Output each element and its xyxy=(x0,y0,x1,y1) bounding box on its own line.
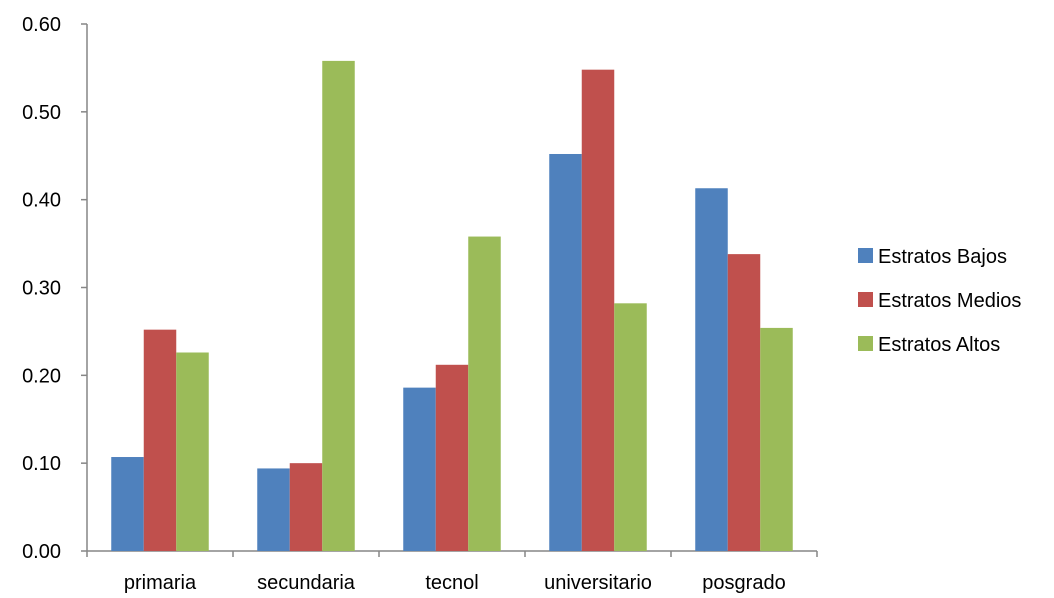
bar-estratos-altos-secundaria xyxy=(322,60,355,551)
legend-swatch xyxy=(858,336,873,351)
y-tick-label: 0.50 xyxy=(22,102,61,124)
legend-swatch xyxy=(858,292,873,307)
bar-estratos-bajos-universitario xyxy=(549,153,582,551)
bars-group xyxy=(111,60,793,551)
bar-estratos-bajos-primaria xyxy=(111,457,144,551)
legend: Estratos Bajos Estratos Medios Estratos Al… xyxy=(858,246,1021,356)
y-tick-label: 0.00 xyxy=(22,541,61,563)
y-axis: 0.00 0.10 0.20 0.30 0.40 0.50 0.60 xyxy=(22,14,88,563)
y-tick-label: 0.10 xyxy=(22,453,61,475)
bar-estratos-medios-universitario xyxy=(581,69,615,551)
bar-estratos-bajos-posgrado xyxy=(695,188,728,551)
y-tick-label: 0.60 xyxy=(22,14,61,36)
x-category-label: primaria xyxy=(124,572,197,594)
x-category-label: universitario xyxy=(544,572,652,594)
legend-label: Estratos Bajos xyxy=(878,246,1007,268)
x-category-label: posgrado xyxy=(702,572,785,594)
bar-estratos-altos-tecnol xyxy=(468,236,501,551)
y-tick-label: 0.20 xyxy=(22,365,61,387)
x-category-label: secundaria xyxy=(257,572,356,594)
bar-estratos-medios-primaria xyxy=(143,329,177,551)
x-axis: primaria secundaria tecnol universitario pos… xyxy=(86,550,818,594)
bar-estratos-altos-universitario xyxy=(614,303,647,551)
y-tick-label: 0.40 xyxy=(22,190,61,212)
y-tick-label: 0.30 xyxy=(22,278,61,300)
bar-estratos-medios-secundaria xyxy=(289,463,323,551)
bar-estratos-bajos-tecnol xyxy=(403,387,436,551)
legend-label: Estratos Altos xyxy=(878,334,1000,356)
x-category-label: tecnol xyxy=(425,572,478,594)
legend-swatch xyxy=(858,248,873,263)
bar-estratos-altos-posgrado xyxy=(760,327,793,551)
legend-label: Estratos Medios xyxy=(878,290,1021,312)
bar-estratos-medios-tecnol xyxy=(435,364,469,551)
bar-estratos-medios-posgrado xyxy=(727,254,761,551)
bar-estratos-bajos-secundaria xyxy=(257,468,290,551)
bar-estratos-altos-primaria xyxy=(176,352,209,551)
